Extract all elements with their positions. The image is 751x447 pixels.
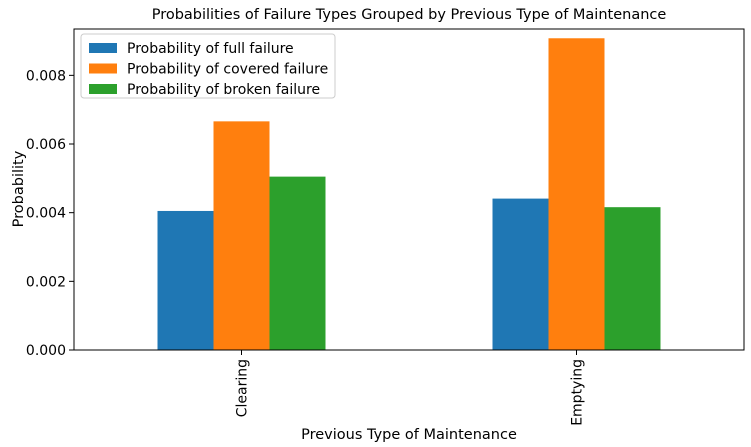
x-tick-label: Emptying <box>570 359 586 426</box>
bars-group <box>157 38 661 351</box>
y-tick-label: 0.008 <box>26 68 66 84</box>
legend-swatch <box>89 63 117 74</box>
legend-swatch <box>89 43 117 53</box>
y-tick-label: 0.004 <box>26 206 66 222</box>
y-tick-label: 0.000 <box>26 343 66 359</box>
bar-emptying-series-2 <box>604 207 661 350</box>
plot-frame <box>73 28 745 351</box>
x-tick-label: Clearing <box>235 359 251 417</box>
bar-emptying-series-1 <box>548 38 605 350</box>
y-tick-label: 0.006 <box>26 137 66 153</box>
legend-label: Probability of full failure <box>127 41 294 57</box>
x-axis-label: Previous Type of Maintenance <box>301 427 517 443</box>
legend: Probability of full failure Probability o… <box>80 33 336 99</box>
legend-label: Probability of covered failure <box>127 62 328 78</box>
legend-swatch <box>89 84 117 94</box>
bar-clearing-series-0 <box>157 210 214 350</box>
chart-title: Probabilities of Failure Types Grouped b… <box>152 7 667 23</box>
y-axis-label: Probability <box>11 150 27 227</box>
legend-box <box>80 33 336 99</box>
x-axis: Clearing Emptying <box>235 350 586 426</box>
bar-clearing-series-1 <box>213 121 270 351</box>
bar-emptying-series-0 <box>492 198 549 350</box>
legend-label: Probability of broken failure <box>127 82 320 98</box>
y-axis: 0.000 0.002 0.004 0.006 0.008 <box>26 68 74 359</box>
bar-clearing-series-2 <box>269 176 326 350</box>
y-tick-label: 0.002 <box>26 274 66 290</box>
